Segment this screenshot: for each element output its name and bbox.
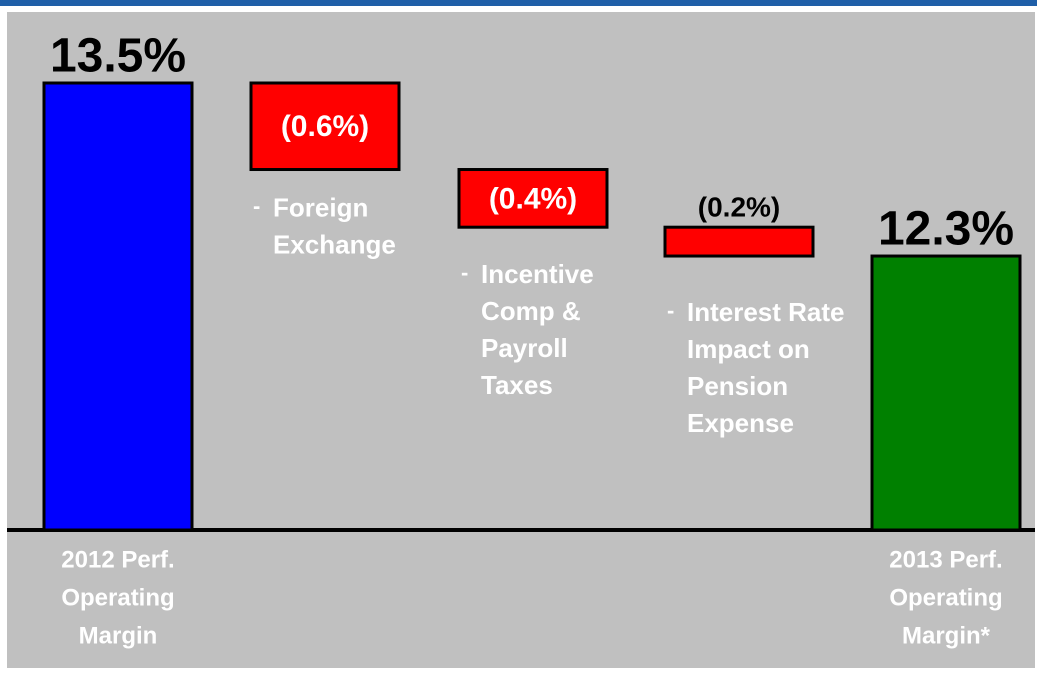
value-label: (0.4%) [489,182,577,215]
bar [663,225,815,258]
category-label: Operating [61,584,174,611]
category-label: Pension [687,371,788,401]
category-bullet: - [253,193,260,218]
category-label: 2012 Perf. [61,546,174,573]
category-label: Incentive [481,259,594,289]
category-label: Exchange [273,229,396,259]
category-bullet: - [667,298,674,323]
category-label: Payroll [481,333,568,363]
category-label: Impact on [687,334,810,364]
bar [457,168,609,229]
value-label: 12.3% [878,203,1014,256]
category-label: Margin* [902,622,991,649]
value-label: (0.2%) [698,192,780,223]
category-label: Foreign [273,192,368,222]
category-label: Taxes [481,370,553,400]
category-label: 2013 Perf. [889,546,1002,573]
bar [42,81,194,532]
category-label: Comp & [481,296,581,326]
bar [249,81,401,172]
category-label: Expense [687,408,794,438]
bar [870,254,1022,532]
header-stripe [0,0,1037,6]
category-label: Operating [889,584,1002,611]
category-bullet: - [461,260,468,285]
value-label: 13.5% [50,30,186,83]
value-label: (0.6%) [281,110,369,143]
category-label: Margin [79,622,158,649]
category-label: Interest Rate [687,297,845,327]
